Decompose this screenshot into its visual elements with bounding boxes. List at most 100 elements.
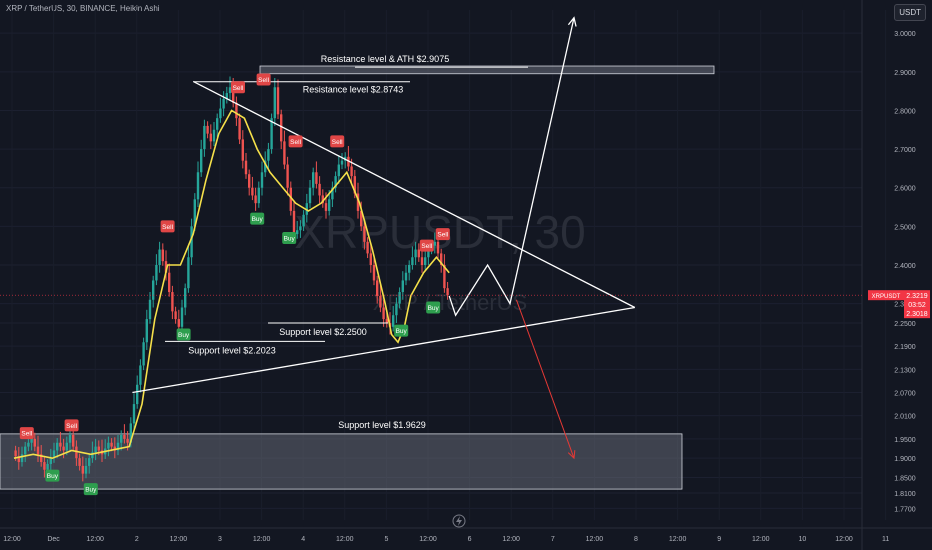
candle-body bbox=[369, 253, 372, 265]
buy-text: Buy bbox=[396, 328, 408, 335]
candle-body bbox=[302, 214, 305, 227]
candle-body bbox=[27, 442, 30, 447]
lightning-icon[interactable] bbox=[452, 514, 466, 528]
candle-body bbox=[59, 442, 62, 447]
candle-body bbox=[139, 365, 142, 385]
buy-signal: Buy bbox=[426, 301, 441, 314]
y-tick-label: 2.4000 bbox=[894, 263, 916, 270]
candle-body bbox=[366, 241, 369, 254]
candle-body bbox=[238, 118, 241, 140]
candle-body bbox=[184, 288, 187, 308]
candle-body bbox=[225, 93, 228, 99]
candle-body bbox=[353, 176, 356, 194]
triangle-upper-line bbox=[192, 80, 636, 309]
symbol-header: XRP / TetherUS, 30, BINANCE, Heikin Ashi bbox=[6, 4, 160, 13]
sell-text: Sell bbox=[437, 232, 448, 239]
sell-tag bbox=[231, 81, 245, 94]
candle-body bbox=[110, 442, 113, 447]
y-tick-label: 1.9000 bbox=[894, 456, 916, 463]
currency-button[interactable]: USDT bbox=[894, 4, 926, 21]
candle-body bbox=[209, 133, 212, 142]
candle-body bbox=[289, 187, 292, 211]
buy-signal: Buy bbox=[176, 328, 191, 341]
candle-body bbox=[123, 435, 126, 439]
candle-body bbox=[360, 210, 363, 227]
candle-body bbox=[411, 257, 414, 265]
candle-body bbox=[113, 446, 116, 451]
candle-body bbox=[398, 292, 401, 304]
candle-body bbox=[148, 299, 152, 320]
x-tick-label: 12:00 bbox=[3, 536, 21, 543]
buy-tag bbox=[394, 324, 409, 337]
candle-body bbox=[372, 265, 376, 281]
secondary-price-text: 2.3018 bbox=[906, 311, 928, 318]
x-tick-label: Dec bbox=[47, 536, 60, 543]
buy-signal: Buy bbox=[394, 324, 409, 337]
x-tick-label: 8 bbox=[634, 536, 638, 543]
sell-tag bbox=[288, 135, 303, 148]
candle-body bbox=[433, 241, 436, 246]
candle-body bbox=[33, 438, 36, 447]
candle-body bbox=[440, 253, 443, 265]
candle-body bbox=[81, 465, 84, 474]
down-arrow-line bbox=[515, 299, 575, 459]
resistance-label: Resistance level $2.8743 bbox=[303, 85, 404, 95]
x-tick-label: 9 bbox=[717, 536, 721, 543]
y-tick-label: 2.9000 bbox=[894, 70, 916, 77]
up-arrow-head bbox=[567, 16, 577, 27]
sell-tag bbox=[256, 73, 271, 86]
candle-body bbox=[94, 446, 97, 453]
buy-tag bbox=[282, 231, 297, 244]
candle-body bbox=[241, 139, 244, 161]
candle-body bbox=[235, 102, 238, 119]
candle-body bbox=[136, 384, 139, 405]
candle-body bbox=[200, 149, 203, 173]
x-tick-label: 6 bbox=[468, 536, 472, 543]
y-axis: 3.0000 2.9000 2.8000 2.7000 2.6000 2.5000 2.40… bbox=[861, 0, 916, 550]
candle-body bbox=[264, 160, 267, 173]
buy-text: Buy bbox=[284, 235, 296, 242]
x-tick-label: 12:00 bbox=[669, 536, 687, 543]
candle-body bbox=[305, 203, 308, 215]
candle-body bbox=[180, 307, 184, 327]
candle-body bbox=[382, 307, 385, 320]
candle-body bbox=[257, 187, 260, 204]
candle-body bbox=[142, 342, 145, 366]
candle-body bbox=[36, 446, 40, 455]
candles bbox=[14, 76, 449, 482]
candle-body bbox=[14, 450, 17, 457]
candle-body bbox=[251, 187, 254, 196]
sell-signal: Sell bbox=[19, 427, 34, 440]
candle-body bbox=[132, 404, 136, 424]
candle-body bbox=[308, 187, 312, 204]
candle-body bbox=[193, 199, 196, 227]
y-tick-label: 2.2500 bbox=[894, 321, 916, 328]
candle-body bbox=[164, 261, 168, 273]
buy-signal: Buy bbox=[250, 212, 265, 225]
candle-body bbox=[446, 288, 449, 296]
x-tick-label: 12:00 bbox=[336, 536, 354, 543]
sell-signal: Sell bbox=[256, 73, 271, 86]
buy-text: Buy bbox=[85, 487, 97, 494]
ticker-tag bbox=[868, 290, 904, 301]
buy-tag bbox=[250, 212, 265, 225]
candle-body bbox=[267, 149, 270, 161]
sell-tag bbox=[160, 220, 175, 233]
candle-body bbox=[324, 203, 328, 211]
candle-body bbox=[24, 446, 27, 455]
last-price-text: 2.3219 bbox=[906, 293, 928, 300]
candle-body bbox=[78, 458, 81, 466]
resistance-ath-label: Resistance level & ATH $2.9075 bbox=[321, 54, 449, 64]
x-tick-label: 12:00 bbox=[752, 536, 770, 543]
x-tick-label: 7 bbox=[551, 536, 555, 543]
x-tick-label: 12:00 bbox=[419, 536, 437, 543]
candle-body bbox=[424, 257, 427, 265]
candle-body bbox=[155, 265, 158, 281]
candle-body bbox=[49, 458, 52, 464]
candle-body bbox=[376, 280, 379, 296]
candle-body bbox=[52, 450, 56, 459]
y-tick-label: 2.6000 bbox=[894, 186, 916, 193]
candle-body bbox=[414, 249, 417, 258]
last-price-box bbox=[904, 290, 930, 319]
